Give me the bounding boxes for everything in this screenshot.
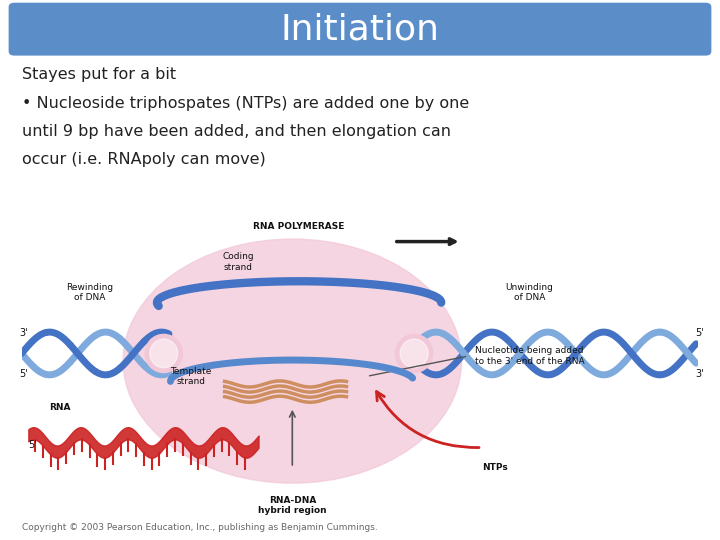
Text: Nucleotide being added
to the 3' end of the RNA: Nucleotide being added to the 3' end of …: [475, 346, 585, 366]
Text: Stayes put for a bit: Stayes put for a bit: [22, 68, 176, 83]
Text: Rewinding
of DNA: Rewinding of DNA: [66, 283, 113, 302]
Ellipse shape: [123, 239, 462, 483]
Text: RNA: RNA: [49, 403, 70, 412]
Ellipse shape: [395, 334, 433, 373]
Ellipse shape: [400, 339, 428, 368]
Text: 5': 5': [19, 369, 28, 379]
Text: 3': 3': [695, 369, 703, 379]
Text: 3': 3': [19, 328, 28, 338]
Text: NTPs: NTPs: [482, 463, 508, 472]
Text: RNA-DNA
hybrid region: RNA-DNA hybrid region: [258, 496, 327, 515]
Text: Coding
strand: Coding strand: [222, 252, 254, 272]
Text: Template
strand: Template strand: [170, 367, 212, 386]
FancyBboxPatch shape: [9, 3, 711, 56]
Text: Initiation: Initiation: [281, 12, 439, 46]
Text: 5': 5': [695, 328, 703, 338]
Text: occur (i.e. RNApoly can move): occur (i.e. RNApoly can move): [22, 152, 266, 167]
Text: 5': 5': [28, 440, 37, 450]
Ellipse shape: [150, 339, 178, 368]
Text: until 9 bp have been added, and then elongation can: until 9 bp have been added, and then elo…: [22, 124, 451, 139]
Text: RNA POLYMERASE: RNA POLYMERASE: [253, 222, 345, 232]
Text: Copyright © 2003 Pearson Education, Inc., publishing as Benjamin Cummings.: Copyright © 2003 Pearson Education, Inc.…: [22, 523, 377, 532]
Text: Unwinding
of DNA: Unwinding of DNA: [505, 283, 553, 302]
FancyArrowPatch shape: [377, 392, 479, 448]
Text: • Nucleoside triphospates (NTPs) are added one by one: • Nucleoside triphospates (NTPs) are add…: [22, 96, 469, 111]
Ellipse shape: [145, 334, 182, 373]
